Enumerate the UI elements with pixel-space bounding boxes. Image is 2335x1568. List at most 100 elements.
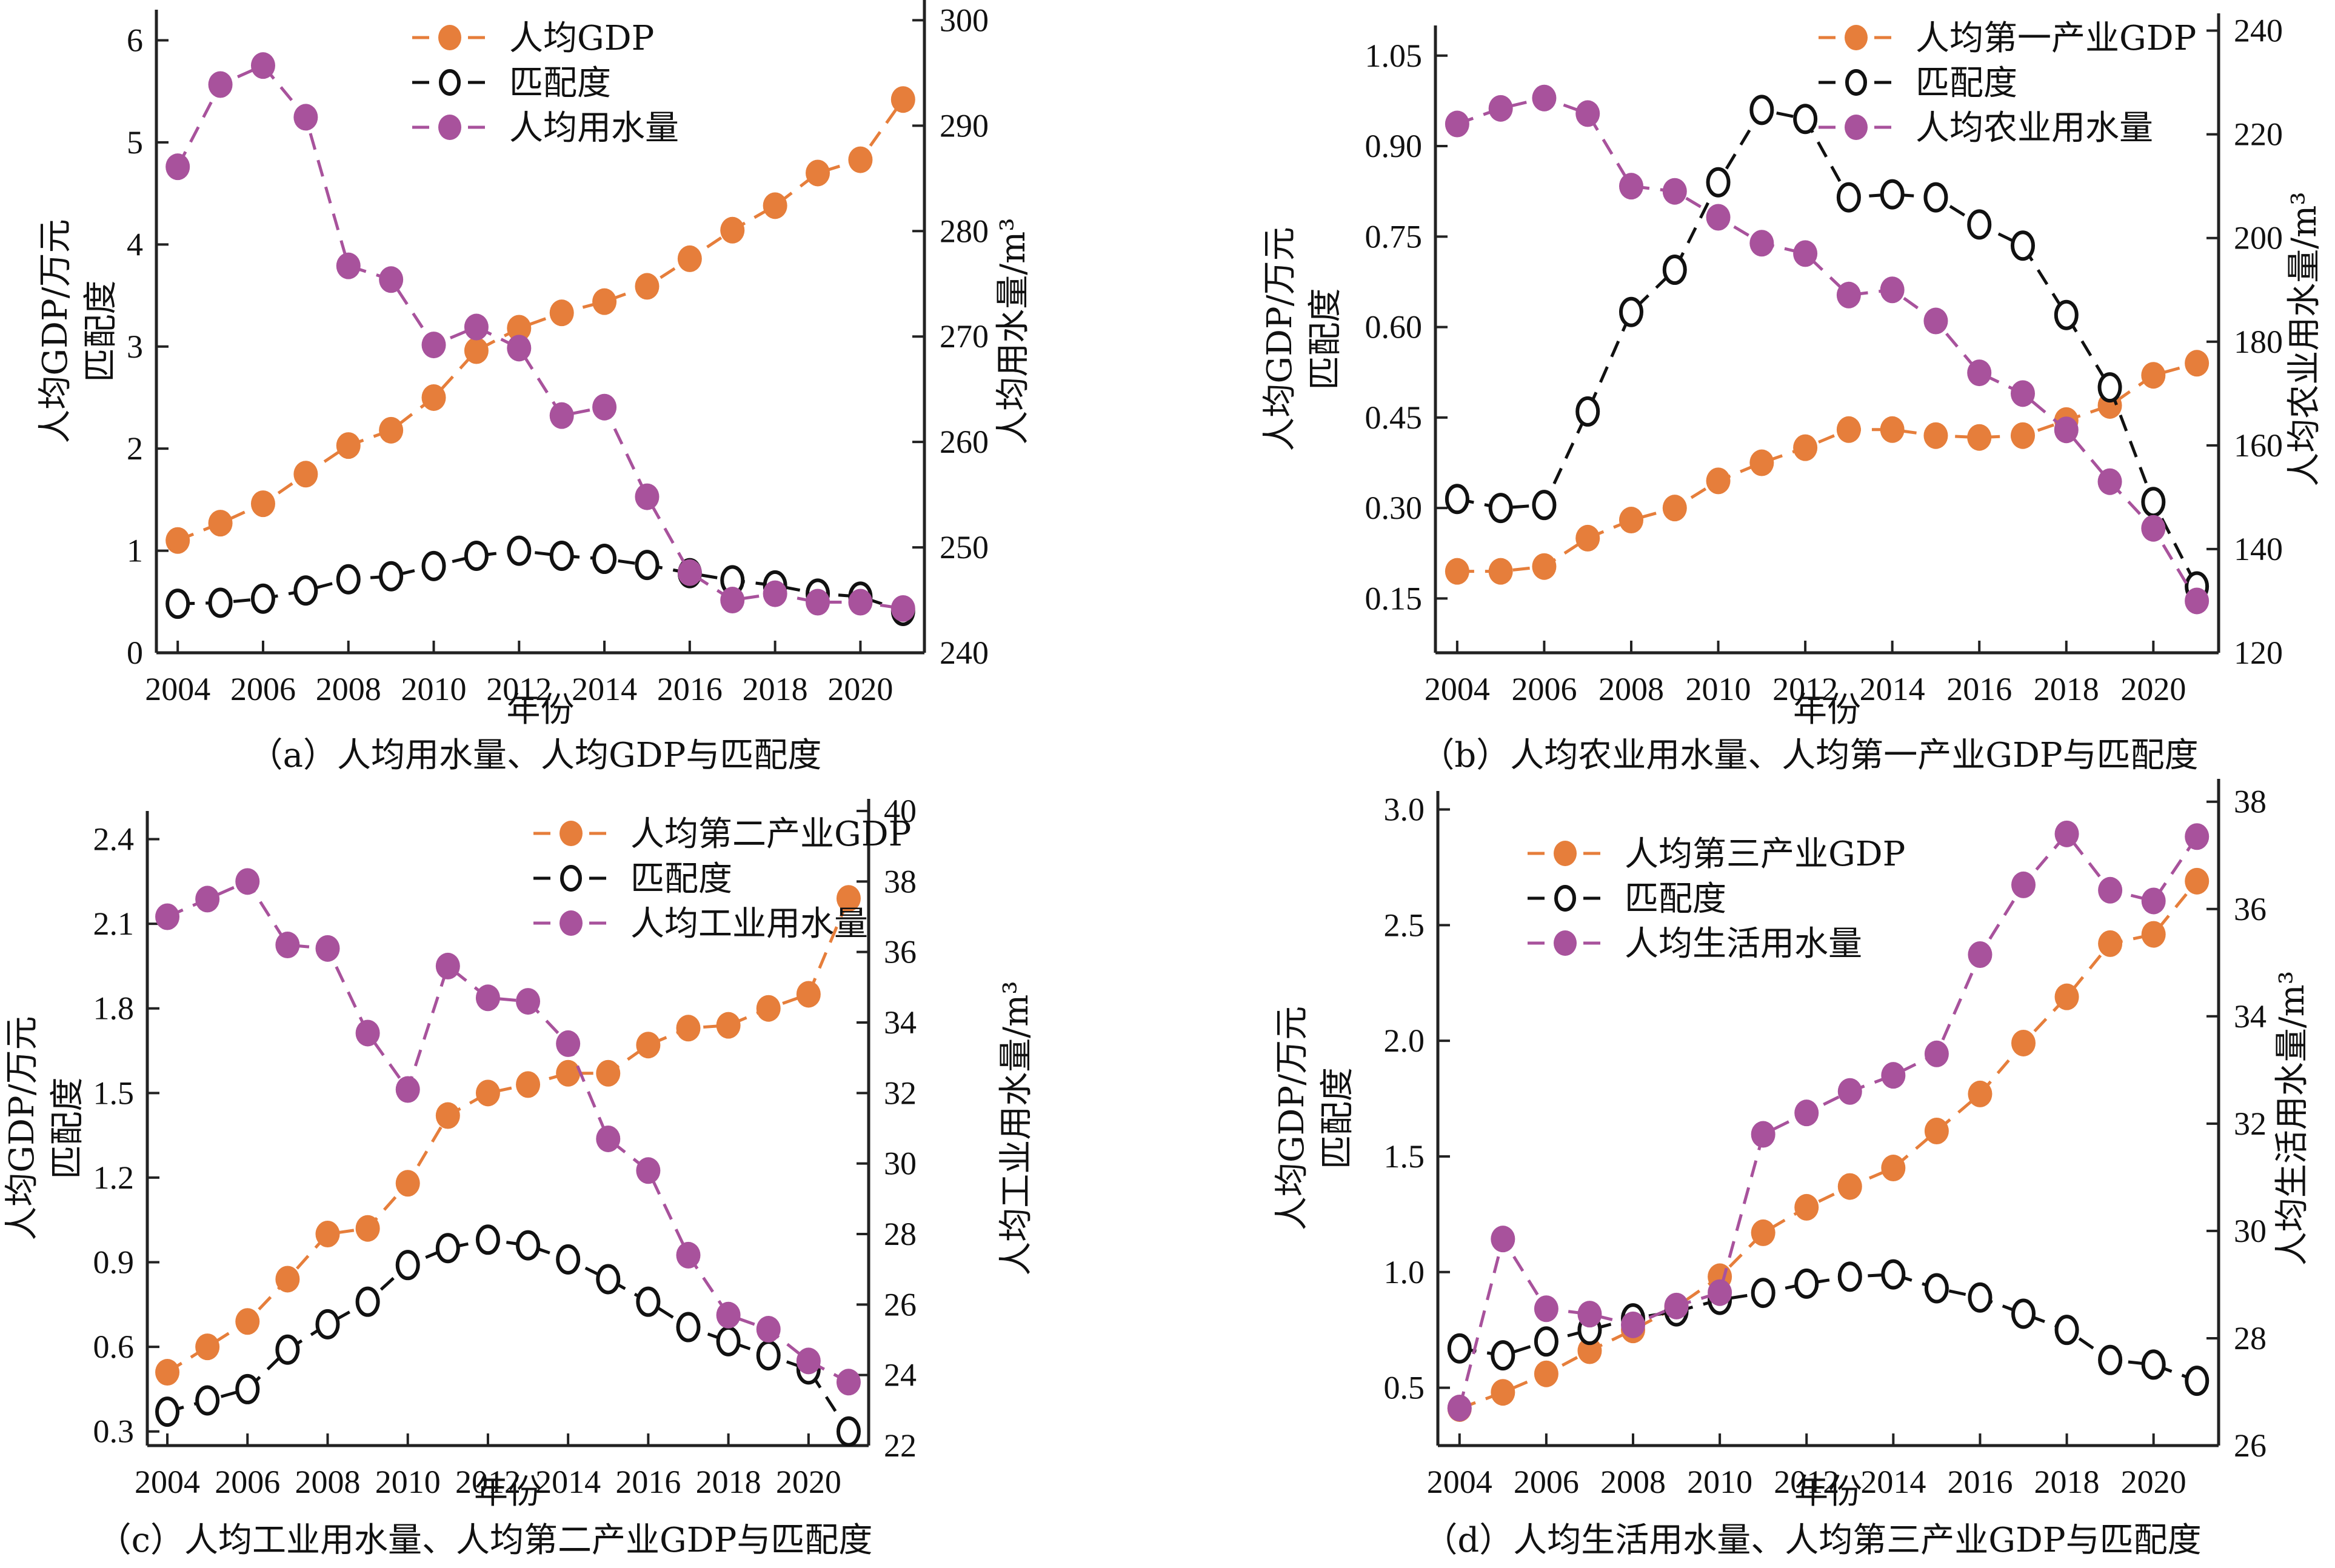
data-point [848,146,873,173]
data-point [1924,1117,1949,1144]
left-y-tick-label: 0.3 [93,1413,135,1450]
data-point [235,1373,260,1404]
data-point [1967,209,1992,240]
legend-item: 匹配度 [412,64,611,103]
right-y-tick-label: 200 [2234,220,2283,256]
data-point [2098,1344,2123,1375]
right-y-tick-label: 140 [2234,531,2283,567]
data-point [195,886,220,913]
data-point [421,384,446,411]
right-y-tick-label: 270 [940,318,989,355]
data-point [1880,416,1905,443]
data-point [208,510,233,537]
right-y-tick-label: 40 [884,793,917,829]
left-y-tick-label: 0.90 [1365,128,1423,164]
data-point [1706,167,1731,198]
legend-label: 人均GDP [509,19,654,58]
data-point [636,1157,661,1184]
x-tick-label: 2014 [1860,1464,1926,1500]
data-point [1577,1301,1602,1328]
data-point [1794,1268,1819,1299]
right-y-tick-label: 22 [884,1427,917,1464]
right-y-tick-label: 120 [2234,635,2283,671]
left-y-axis-title: 人均GDP/万元 [36,219,75,443]
data-point [165,153,190,181]
data-point [1793,434,1818,461]
x-tick-label: 2006 [230,671,296,707]
data-point [155,903,180,930]
data-point [806,589,830,616]
data-point [716,1012,741,1039]
right-y-axis-title: 人均工业用水量/m³ [997,981,1036,1275]
panel-caption: （d）人均生活用水量、人均第三产业GDP与匹配度 [1423,1521,2201,1560]
data-point [195,1333,220,1361]
legend-item: 人均工业用水量 [533,904,868,944]
right-y-tick-label: 26 [884,1286,917,1323]
data-point [1662,178,1687,205]
data-point [2054,820,2079,847]
series-match [155,1224,861,1447]
data-point [250,52,275,79]
legend-item: 人均用水量 [412,108,679,148]
data-point [208,587,233,618]
data-point [1488,493,1513,524]
data-point [756,1340,781,1371]
left-y-tick-label: 0.9 [93,1244,135,1281]
data-point [1708,1279,1732,1306]
data-point [1662,495,1687,522]
series-gdp [165,86,915,554]
data-point [2011,380,2035,407]
data-point [355,1019,380,1047]
x-tick-label: 2016 [1946,671,2012,707]
x-tick-label: 2010 [1686,671,1751,707]
legend-marker [1845,69,1867,96]
data-point [636,1032,661,1059]
left-y-tick-label: 2.5 [1384,907,1425,943]
series-line [166,898,850,1374]
legend-label: 匹配度 [630,859,732,899]
left-y-axis-title: 人均GDP/万元 [1260,227,1300,451]
data-point [293,575,318,606]
data-point [2011,871,2036,898]
data-point [1749,449,1774,476]
legend-label: 人均第一产业GDP [1916,19,2196,58]
right-y-tick-label: 34 [884,1004,917,1041]
right-y-tick-label: 250 [940,529,989,565]
right-y-tick-label: 280 [940,213,989,249]
left-y-tick-label: 1.0 [1384,1254,1425,1290]
x-tick-label: 2008 [316,671,381,707]
data-point [379,266,404,293]
left-y-tick-label: 0.6 [93,1329,135,1365]
data-point [315,935,340,962]
right-y-tick-label: 34 [2234,998,2267,1035]
x-tick-label: 2012 [1772,671,1838,707]
data-point [635,483,660,510]
data-point [1794,1193,1819,1221]
series-water [155,868,861,1396]
panel-caption: （a）人均用水量、人均GDP与匹配度 [249,736,822,775]
data-point [464,541,489,572]
data-point [848,589,873,616]
x-tick-label: 2020 [2120,671,2186,707]
x-axis-title: 年份 [474,1472,542,1512]
right-y-tick-label: 30 [884,1146,917,1182]
left-y-tick-label: 3.0 [1384,792,1425,828]
legend-label: 人均第三产业GDP [1625,835,1905,874]
data-point [1836,281,1861,309]
chart-panel-a: 2004 2006 2008 2010 2012 2014 2016 2018 2020 0 1 2 3… [36,0,1033,775]
data-point [1923,182,1948,213]
x-tick-label: 2016 [657,671,723,707]
data-point [677,559,702,586]
data-point [2098,930,2123,957]
data-point [507,315,532,342]
data-point [2011,1298,2036,1329]
series-match [165,535,915,626]
data-point [1662,255,1687,285]
x-axis-title: 年份 [1794,1472,1862,1512]
data-point [596,1125,621,1152]
data-point [275,1334,300,1365]
x-tick-label: 2016 [1947,1464,2013,1500]
x-tick-label: 2006 [1514,1464,1579,1500]
data-point [435,952,460,979]
